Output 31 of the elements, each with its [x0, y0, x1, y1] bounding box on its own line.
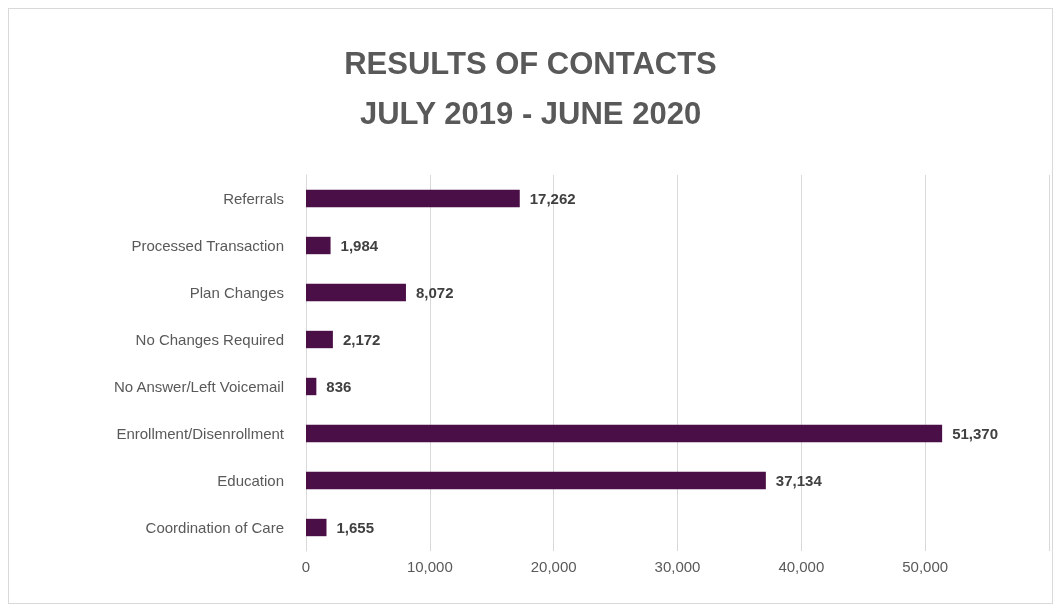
y-tick-label: Coordination of Care	[145, 519, 284, 536]
bar	[306, 189, 520, 208]
y-tick-label: No Answer/Left Voicemail	[113, 378, 284, 395]
chart-title: RESULTS OF CONTACTS JULY 2019 - JUNE 2020	[344, 45, 717, 131]
data-label: 17,262	[529, 190, 576, 207]
bar	[306, 330, 333, 349]
y-tick-label: No Changes Required	[135, 331, 284, 348]
data-label: 51,370	[952, 425, 999, 442]
y-tick-label: Processed Transaction	[131, 237, 284, 254]
x-tick-label: 50,000	[902, 558, 949, 575]
bar	[306, 424, 943, 443]
bar	[306, 471, 766, 490]
bar	[306, 283, 406, 302]
data-label: 37,134	[775, 472, 823, 489]
bar	[306, 377, 317, 396]
x-tick-label: 30,000	[654, 558, 701, 575]
x-tick-label: 10,000	[406, 558, 453, 575]
x-tick-label: 20,000	[530, 558, 577, 575]
bar	[306, 518, 327, 537]
y-tick-label: Education	[217, 472, 284, 489]
data-label: 1,655	[336, 519, 375, 536]
y-tick-label: Enrollment/Disenrollment	[116, 425, 285, 442]
x-tick-label: 0	[301, 558, 311, 575]
y-tick-label: Referrals	[223, 190, 284, 207]
bar	[306, 236, 331, 255]
y-tick-label: Plan Changes	[189, 284, 284, 301]
data-label: 2,172	[342, 331, 381, 348]
x-tick-label: 40,000	[778, 558, 825, 575]
data-label: 1,984	[340, 237, 379, 254]
data-label: 836	[326, 378, 352, 395]
data-label: 8,072	[415, 284, 454, 301]
